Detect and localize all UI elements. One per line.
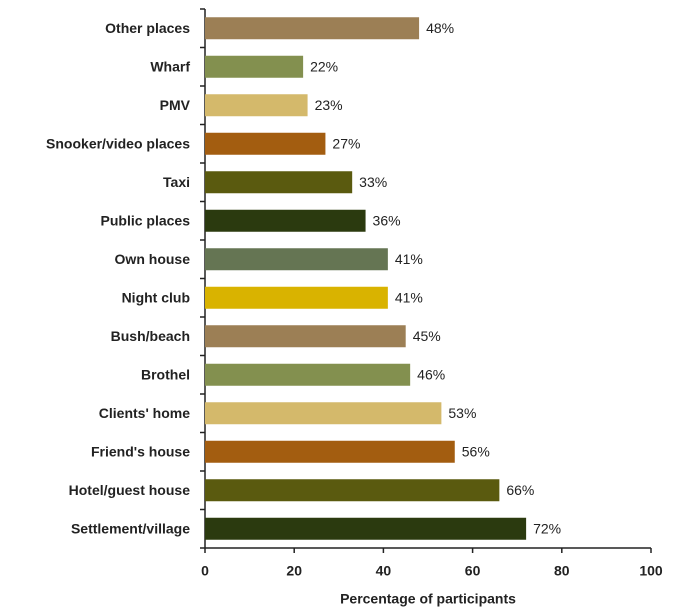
- value-label: 72%: [533, 520, 561, 536]
- x-tick-label: 80: [554, 563, 570, 579]
- x-tick-label: 60: [465, 563, 481, 579]
- value-label: 48%: [426, 20, 454, 36]
- value-label: 23%: [315, 97, 343, 113]
- bar: [205, 517, 527, 540]
- bar: [205, 132, 326, 155]
- bar: [205, 286, 388, 309]
- bar: [205, 440, 455, 463]
- value-label: 66%: [506, 482, 534, 498]
- x-tick-label: 20: [286, 563, 302, 579]
- x-tick-label: 100: [639, 563, 663, 579]
- bar: [205, 94, 308, 117]
- y-tick-label: Hotel/guest house: [69, 482, 191, 498]
- x-tick-label: 40: [376, 563, 392, 579]
- bar: [205, 209, 366, 232]
- y-tick-label: Brothel: [141, 366, 190, 382]
- y-tick-label: Snooker/video places: [46, 135, 190, 151]
- value-label: 36%: [373, 212, 401, 228]
- bar: [205, 479, 500, 502]
- value-label: 22%: [310, 58, 338, 74]
- y-tick-label: Wharf: [150, 58, 190, 74]
- value-label: 56%: [462, 443, 490, 459]
- y-tick-label: Own house: [115, 251, 191, 267]
- bar: [205, 402, 442, 425]
- y-tick-label: Other places: [105, 20, 190, 36]
- bar: [205, 325, 406, 348]
- x-axis-label: Percentage of participants: [340, 591, 516, 607]
- y-tick-label: Taxi: [163, 174, 190, 190]
- y-tick-label: Settlement/village: [71, 520, 190, 536]
- y-tick-label: Bush/beach: [111, 328, 190, 344]
- value-label: 41%: [395, 251, 423, 267]
- y-tick-label: PMV: [160, 97, 191, 113]
- bar: [205, 248, 388, 271]
- bar: [205, 171, 353, 194]
- value-label: 45%: [413, 328, 441, 344]
- y-tick-label: Night club: [122, 289, 190, 305]
- bar: [205, 55, 304, 78]
- value-label: 53%: [448, 405, 476, 421]
- bar: [205, 363, 411, 386]
- y-tick-label: Friend's house: [91, 443, 190, 459]
- value-label: 33%: [359, 174, 387, 190]
- y-tick-label: Public places: [101, 212, 191, 228]
- value-label: 46%: [417, 366, 445, 382]
- bar: [205, 17, 420, 40]
- value-label: 41%: [395, 289, 423, 305]
- y-tick-label: Clients' home: [99, 405, 190, 421]
- x-tick-label: 0: [201, 563, 209, 579]
- value-label: 27%: [332, 135, 360, 151]
